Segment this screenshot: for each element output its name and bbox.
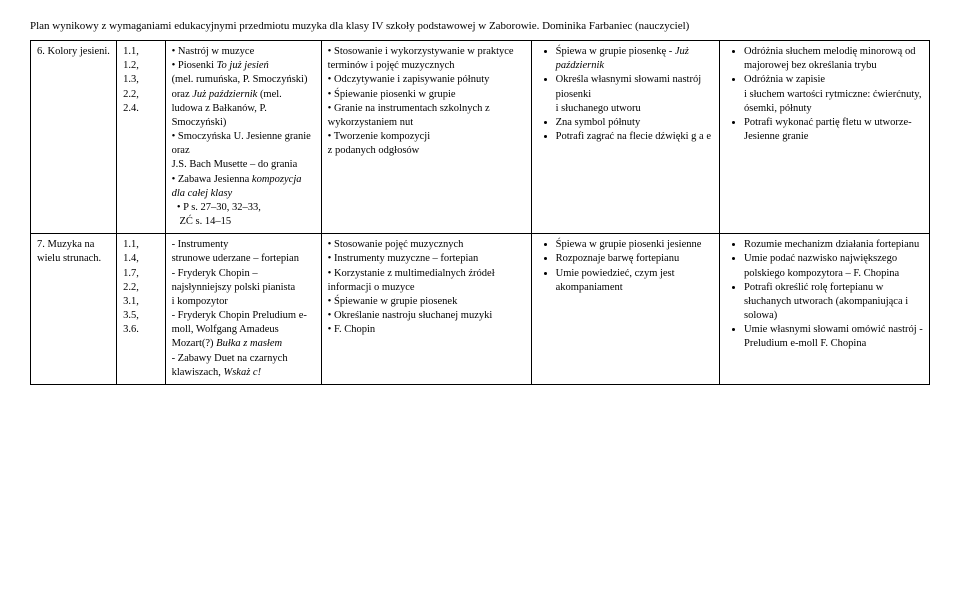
basic-req-cell: Śpiewa w grupie piosenkę - Już październ… (531, 41, 719, 234)
activities-cell: • Stosowanie i wykorzystywanie w praktyc… (321, 41, 531, 234)
materials-cell: • Nastrój w muzyce• Piosenki To już jesi… (165, 41, 321, 234)
page-header: Plan wynikowy z wymaganiami edukacyjnymi… (30, 20, 930, 32)
list-item: Zna symbol półnuty (556, 116, 713, 130)
extended-req-cell: Rozumie mechanizm działania fortepianuUm… (720, 234, 930, 385)
list-item: Umie podać nazwisko największego polskie… (744, 252, 923, 280)
list-item: Określa własnymi słowami nastrój piosenk… (556, 73, 713, 116)
list-item: Umie własnymi słowami omówić nastrój - P… (744, 323, 923, 351)
list-item: Odróżnia słuchem melodię minorową od maj… (744, 45, 923, 73)
list-item: Śpiewa w grupie piosenki jesienne (556, 238, 713, 252)
list-item: Potrafi określić rolę fortepianu w słuch… (744, 281, 923, 324)
curriculum-table: 6. Kolory jesieni.1.1, 1.2, 1.3, 2.2, 2.… (30, 40, 930, 385)
list-item: Rozpoznaje barwę fortepianu (556, 252, 713, 266)
extended-req-cell: Odróżnia słuchem melodię minorową od maj… (720, 41, 930, 234)
table-row: 6. Kolory jesieni.1.1, 1.2, 1.3, 2.2, 2.… (31, 41, 930, 234)
table-row: 7. Muzyka na wielu strunach.1.1, 1.4, 1.… (31, 234, 930, 385)
list-item: Odróżnia w zapisiei słuchem wartości ryt… (744, 73, 923, 116)
refs-cell: 1.1, 1.2, 1.3, 2.2, 2.4. (117, 41, 165, 234)
list-item: Śpiewa w grupie piosenkę - Już październ… (556, 45, 713, 73)
activities-cell: • Stosowanie pojęć muzycznych• Instrumen… (321, 234, 531, 385)
list-item: Potrafi wykonać partię fletu w utworze- … (744, 116, 923, 144)
list-item: Rozumie mechanizm działania fortepianu (744, 238, 923, 252)
list-item: Potrafi zagrać na flecie dźwięki g a e (556, 130, 713, 144)
topic-cell: 7. Muzyka na wielu strunach. (31, 234, 117, 385)
topic-cell: 6. Kolory jesieni. (31, 41, 117, 234)
basic-req-cell: Śpiewa w grupie piosenki jesienneRozpozn… (531, 234, 719, 385)
materials-cell: - Instrumentystrunowe uderzane – fortepi… (165, 234, 321, 385)
list-item: Umie powiedzieć, czym jest akompaniament (556, 267, 713, 295)
refs-cell: 1.1, 1.4, 1.7, 2.2, 3.1, 3.5, 3.6. (117, 234, 165, 385)
